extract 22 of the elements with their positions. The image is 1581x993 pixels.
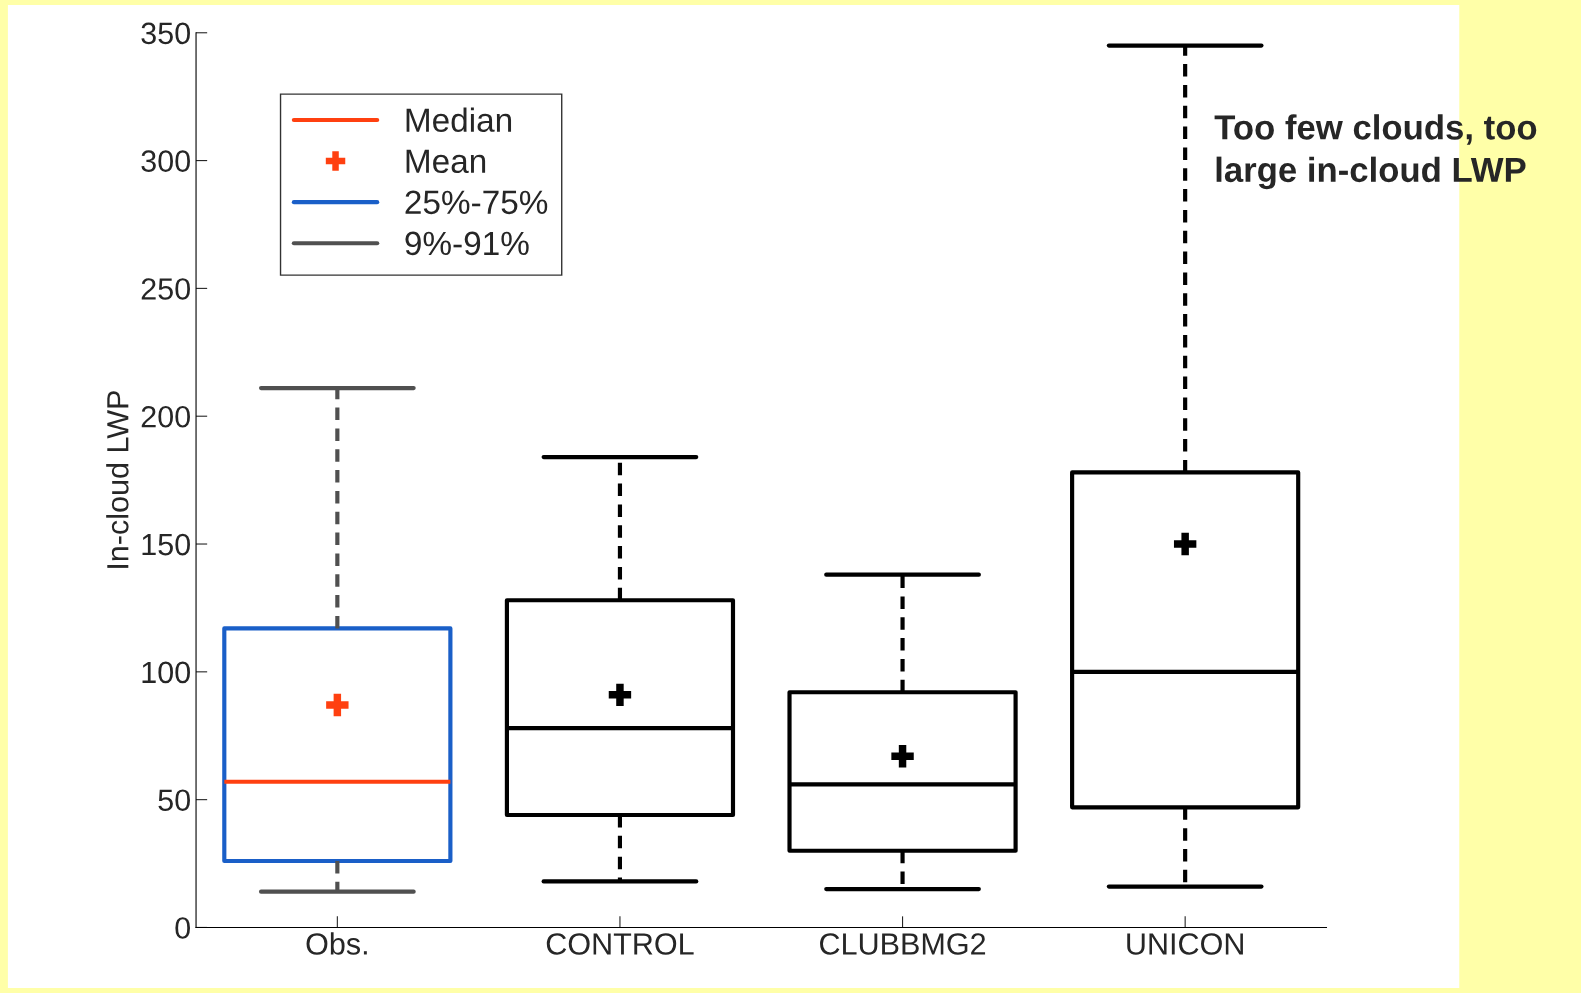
point <box>326 693 349 717</box>
point <box>891 744 914 768</box>
y-tick-label: 300 <box>141 150 190 172</box>
annotation: Median <box>406 107 512 132</box>
x-tick-label: Obs. <box>306 932 367 955</box>
legend-label: Mean <box>406 149 486 174</box>
y-tick-label: 150 <box>142 533 190 556</box>
annotation: Too few clouds, too large in-cloud LWP <box>1214 114 1537 190</box>
annotation: 9%-91% <box>405 231 529 256</box>
legend-label: 25%-75% <box>405 190 548 215</box>
y-tick-label: 250 <box>141 278 190 300</box>
y-tick-label: 200 <box>141 405 190 428</box>
y-tick-label: 350 <box>141 22 190 45</box>
y-tick-label: 0 <box>175 917 190 939</box>
y-tick-label: 100 <box>142 661 190 684</box>
y-axis-title: In-cloud LWP <box>106 391 129 568</box>
x-tick-label: CONTROL <box>546 933 694 955</box>
y-tick-label: 50 <box>158 789 190 812</box>
point <box>608 683 632 707</box>
point <box>1173 532 1197 556</box>
x-tick-label: UNICON <box>1127 933 1243 955</box>
x-tick-label: CLUBBMG2 <box>820 933 986 955</box>
